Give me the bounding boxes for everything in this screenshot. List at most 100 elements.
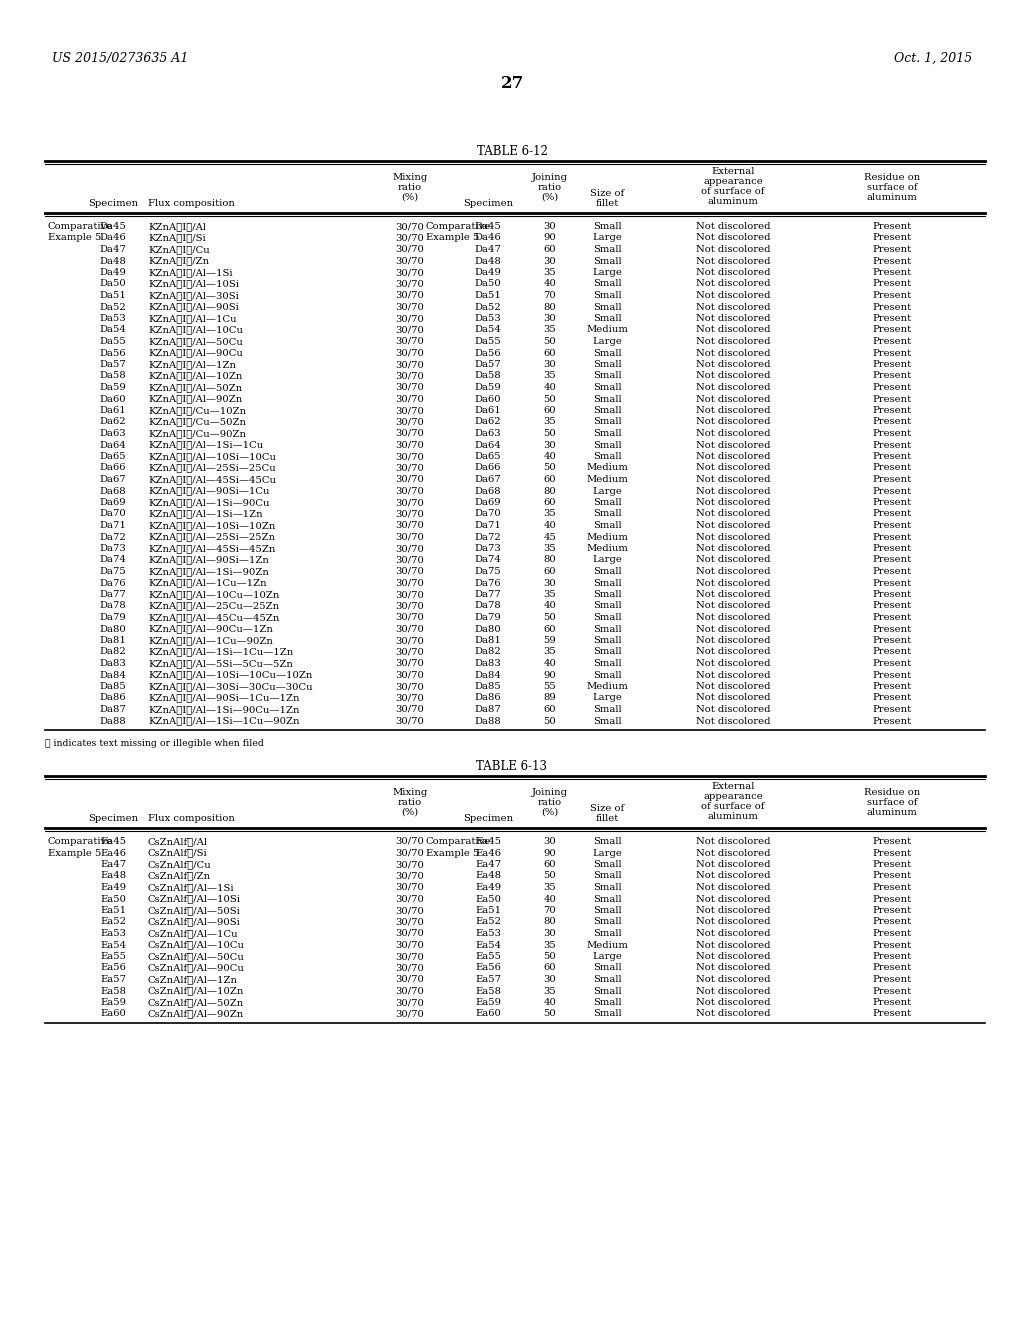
- Text: 30: 30: [544, 314, 556, 323]
- Text: Not discolored: Not discolored: [695, 268, 770, 277]
- Text: 30/70: 30/70: [395, 407, 424, 414]
- Text: Da65: Da65: [99, 451, 126, 461]
- Text: Da81: Da81: [99, 636, 126, 645]
- Text: Present: Present: [872, 975, 911, 983]
- Text: Da83: Da83: [99, 659, 126, 668]
- Text: Ea59: Ea59: [475, 998, 501, 1007]
- Text: Not discolored: Not discolored: [695, 360, 770, 370]
- Text: Da77: Da77: [475, 590, 502, 599]
- Text: Large: Large: [592, 693, 622, 702]
- Text: 59: 59: [544, 636, 556, 645]
- Text: Da49: Da49: [99, 268, 126, 277]
- Text: CsZnAlfⓘ/Al—10Si: CsZnAlfⓘ/Al—10Si: [148, 895, 241, 903]
- Text: Small: Small: [593, 671, 622, 680]
- Text: Da48: Da48: [99, 256, 126, 265]
- Text: 50: 50: [544, 871, 556, 880]
- Text: 60: 60: [544, 246, 556, 253]
- Text: Da45: Da45: [474, 222, 502, 231]
- Text: 40: 40: [544, 895, 556, 903]
- Text: Not discolored: Not discolored: [695, 895, 770, 903]
- Text: Small: Small: [593, 314, 622, 323]
- Text: Present: Present: [872, 234, 911, 243]
- Text: Medium: Medium: [586, 940, 628, 949]
- Text: Comparative: Comparative: [426, 837, 492, 846]
- Text: Ea53: Ea53: [100, 929, 126, 939]
- Text: of surface of: of surface of: [701, 187, 765, 195]
- Text: Not discolored: Not discolored: [695, 717, 770, 726]
- Text: KZnAⓘIⓘ/Cu—90Zn: KZnAⓘIⓘ/Cu—90Zn: [148, 429, 246, 438]
- Text: Small: Small: [593, 510, 622, 519]
- Text: Da78: Da78: [475, 602, 502, 610]
- Text: KZnAⓘIⓘ/Al—25Cu—25Zn: KZnAⓘIⓘ/Al—25Cu—25Zn: [148, 602, 280, 610]
- Text: 80: 80: [544, 917, 556, 927]
- Text: Not discolored: Not discolored: [695, 986, 770, 995]
- Text: 40: 40: [544, 602, 556, 610]
- Text: 40: 40: [544, 998, 556, 1007]
- Text: KZnAⓘIⓘ/Al—45Si—45Zn: KZnAⓘIⓘ/Al—45Si—45Zn: [148, 544, 275, 553]
- Text: 80: 80: [544, 302, 556, 312]
- Text: KZnAⓘIⓘ/Al—10Si—10Cu: KZnAⓘIⓘ/Al—10Si—10Cu: [148, 451, 276, 461]
- Text: Present: Present: [872, 861, 911, 869]
- Text: ⓘ indicates text missing or illegible when filed: ⓘ indicates text missing or illegible wh…: [45, 739, 264, 748]
- Text: Small: Small: [593, 883, 622, 892]
- Text: Ea47: Ea47: [475, 861, 501, 869]
- Text: 60: 60: [544, 624, 556, 634]
- Text: Ea49: Ea49: [100, 883, 126, 892]
- Text: Small: Small: [593, 986, 622, 995]
- Text: Medium: Medium: [586, 544, 628, 553]
- Text: 30/70: 30/70: [395, 326, 424, 334]
- Text: Da62: Da62: [99, 417, 126, 426]
- Text: Ea54: Ea54: [475, 940, 501, 949]
- Text: Ea57: Ea57: [100, 975, 126, 983]
- Text: Da50: Da50: [475, 280, 502, 289]
- Text: 40: 40: [544, 451, 556, 461]
- Text: Not discolored: Not discolored: [695, 532, 770, 541]
- Text: Da81: Da81: [474, 636, 502, 645]
- Text: Da59: Da59: [475, 383, 502, 392]
- Text: Ea58: Ea58: [475, 986, 501, 995]
- Text: ratio: ratio: [538, 799, 562, 807]
- Text: 70: 70: [544, 906, 556, 915]
- Text: Da48: Da48: [474, 256, 502, 265]
- Text: Present: Present: [872, 544, 911, 553]
- Text: Ea56: Ea56: [100, 964, 126, 973]
- Text: Ea59: Ea59: [100, 998, 126, 1007]
- Text: 50: 50: [544, 1010, 556, 1019]
- Text: 35: 35: [544, 648, 556, 656]
- Text: Small: Small: [593, 578, 622, 587]
- Text: Not discolored: Not discolored: [695, 929, 770, 939]
- Text: 30/70: 30/70: [395, 568, 424, 576]
- Text: 30/70: 30/70: [395, 383, 424, 392]
- Text: Large: Large: [592, 556, 622, 565]
- Text: Not discolored: Not discolored: [695, 556, 770, 565]
- Text: 40: 40: [544, 280, 556, 289]
- Text: Present: Present: [872, 302, 911, 312]
- Text: Not discolored: Not discolored: [695, 693, 770, 702]
- Text: Ea50: Ea50: [100, 895, 126, 903]
- Text: Example 5: Example 5: [48, 849, 101, 858]
- Text: Not discolored: Not discolored: [695, 578, 770, 587]
- Text: Da86: Da86: [475, 693, 502, 702]
- Text: Joining: Joining: [532, 173, 568, 182]
- Text: Not discolored: Not discolored: [695, 568, 770, 576]
- Text: 35: 35: [544, 510, 556, 519]
- Text: Ea48: Ea48: [475, 871, 501, 880]
- Text: CsZnAlfⓘ/Cu: CsZnAlfⓘ/Cu: [148, 861, 212, 869]
- Text: 30/70: 30/70: [395, 986, 424, 995]
- Text: 30/70: 30/70: [395, 429, 424, 438]
- Text: Small: Small: [593, 395, 622, 404]
- Text: Da73: Da73: [99, 544, 126, 553]
- Text: KZnAⓘIⓘ/Al—25Si—25Zn: KZnAⓘIⓘ/Al—25Si—25Zn: [148, 532, 275, 541]
- Text: Present: Present: [872, 1010, 911, 1019]
- Text: Not discolored: Not discolored: [695, 348, 770, 358]
- Text: Large: Large: [592, 487, 622, 495]
- Text: Ea60: Ea60: [475, 1010, 501, 1019]
- Text: 30/70: 30/70: [395, 360, 424, 370]
- Text: fillet: fillet: [595, 199, 618, 209]
- Text: Mixing: Mixing: [392, 173, 428, 182]
- Text: KZnAⓘIⓘ/Al—1Si—90Cu—1Zn: KZnAⓘIⓘ/Al—1Si—90Cu—1Zn: [148, 705, 299, 714]
- Text: Small: Small: [593, 929, 622, 939]
- Text: Present: Present: [872, 871, 911, 880]
- Text: Not discolored: Not discolored: [695, 659, 770, 668]
- Text: Present: Present: [872, 280, 911, 289]
